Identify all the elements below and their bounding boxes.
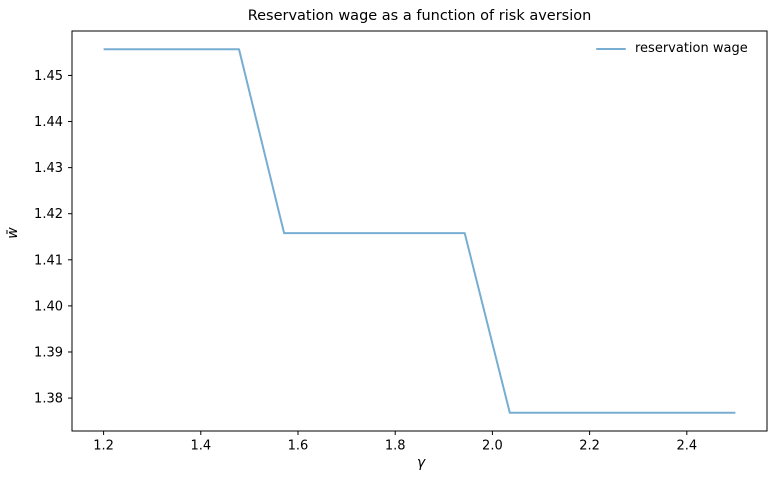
legend-label: reservation wage xyxy=(635,41,748,56)
x-tick-label: 1.4 xyxy=(190,439,211,454)
x-axis-label: γ xyxy=(416,455,426,471)
y-tick-label: 1.45 xyxy=(34,69,63,84)
y-tick-label: 1.39 xyxy=(34,345,63,360)
x-tick-label: 2.2 xyxy=(579,439,600,454)
y-tick-label: 1.44 xyxy=(34,115,63,130)
series-line-reservation-wage xyxy=(103,48,736,414)
x-tick-label: 2.4 xyxy=(676,439,697,454)
legend-line-swatch xyxy=(596,47,626,51)
x-tick-label: 1.6 xyxy=(288,439,309,454)
y-axis-label: w̄ xyxy=(5,227,21,239)
y-tick-label: 1.43 xyxy=(34,161,63,176)
x-tick-label: 2.0 xyxy=(482,439,503,454)
legend: reservation wage xyxy=(596,41,748,57)
x-tick-label: 1.8 xyxy=(385,439,406,454)
y-tick-label: 1.41 xyxy=(34,253,63,268)
y-tick-label: 1.42 xyxy=(34,207,63,222)
y-tick-label: 1.40 xyxy=(34,299,63,314)
chart-title: Reservation wage as a function of risk a… xyxy=(247,8,592,24)
x-tick-label: 1.2 xyxy=(93,439,114,454)
axes-spines xyxy=(71,30,768,432)
y-tick-label: 1.38 xyxy=(34,392,63,407)
